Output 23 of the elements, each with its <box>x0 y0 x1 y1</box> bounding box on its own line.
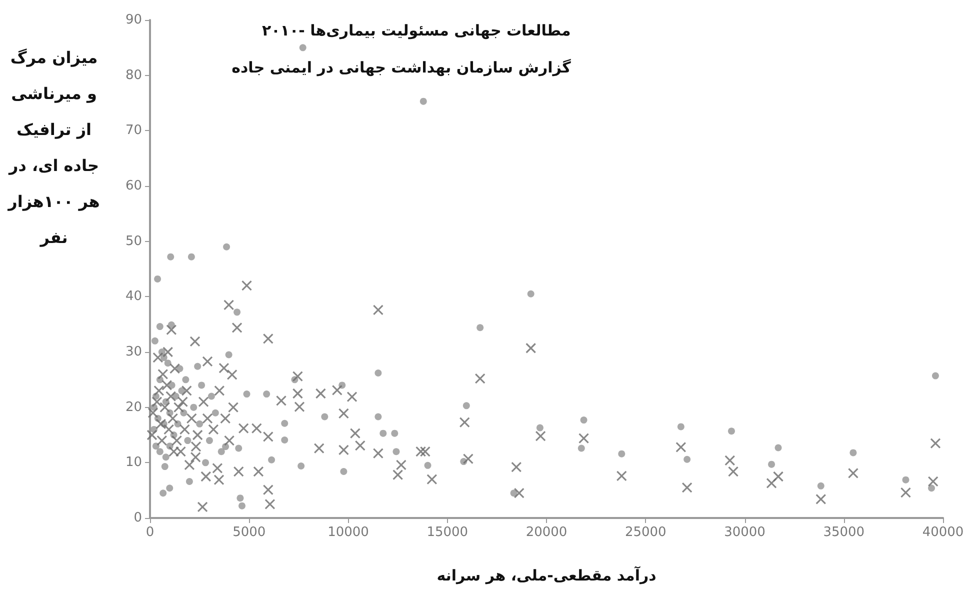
x-tick-label: 30000 <box>724 525 766 540</box>
y-tick-label: 60 <box>125 178 142 194</box>
chart-title: مطالعات جهانی مسئولیت بیماری‌ها -۲۰۱۰ <box>262 22 571 40</box>
x-tick-label: 40000 <box>922 525 964 540</box>
text: گزارش سازمان بهداشت جهانی در ایمنی جاده <box>232 58 572 76</box>
x-tick-label: 25000 <box>624 525 666 540</box>
x-tick-label: 0 <box>146 525 154 540</box>
x-tick-label: 10000 <box>328 525 369 540</box>
x-tick-label: 35000 <box>823 525 865 540</box>
y-tick-label: 80 <box>125 68 142 83</box>
y-tick-label: 0 <box>134 510 142 526</box>
y-tick-label: 90 <box>125 12 142 28</box>
y-tick-label: 50 <box>125 234 142 249</box>
x-tick-label: 15000 <box>426 525 468 540</box>
x-axis-title: درآمد مقطعی-ملی، هر سرانه <box>436 566 657 584</box>
y-axis-title: میزان مرگ و میرناشی از ترافیک جاده ای، در هر ۱۰۰هزار نفر <box>8 47 100 249</box>
y-tick-label: 10 <box>125 455 142 470</box>
y-tick-label: 40 <box>125 289 142 304</box>
y-tick-label: 20 <box>125 400 142 415</box>
x-tick-label: 5000 <box>232 525 266 540</box>
y-tick-label: 30 <box>125 344 142 360</box>
x-tick-label: 20000 <box>526 525 568 540</box>
y-tick-label: 70 <box>125 123 142 138</box>
